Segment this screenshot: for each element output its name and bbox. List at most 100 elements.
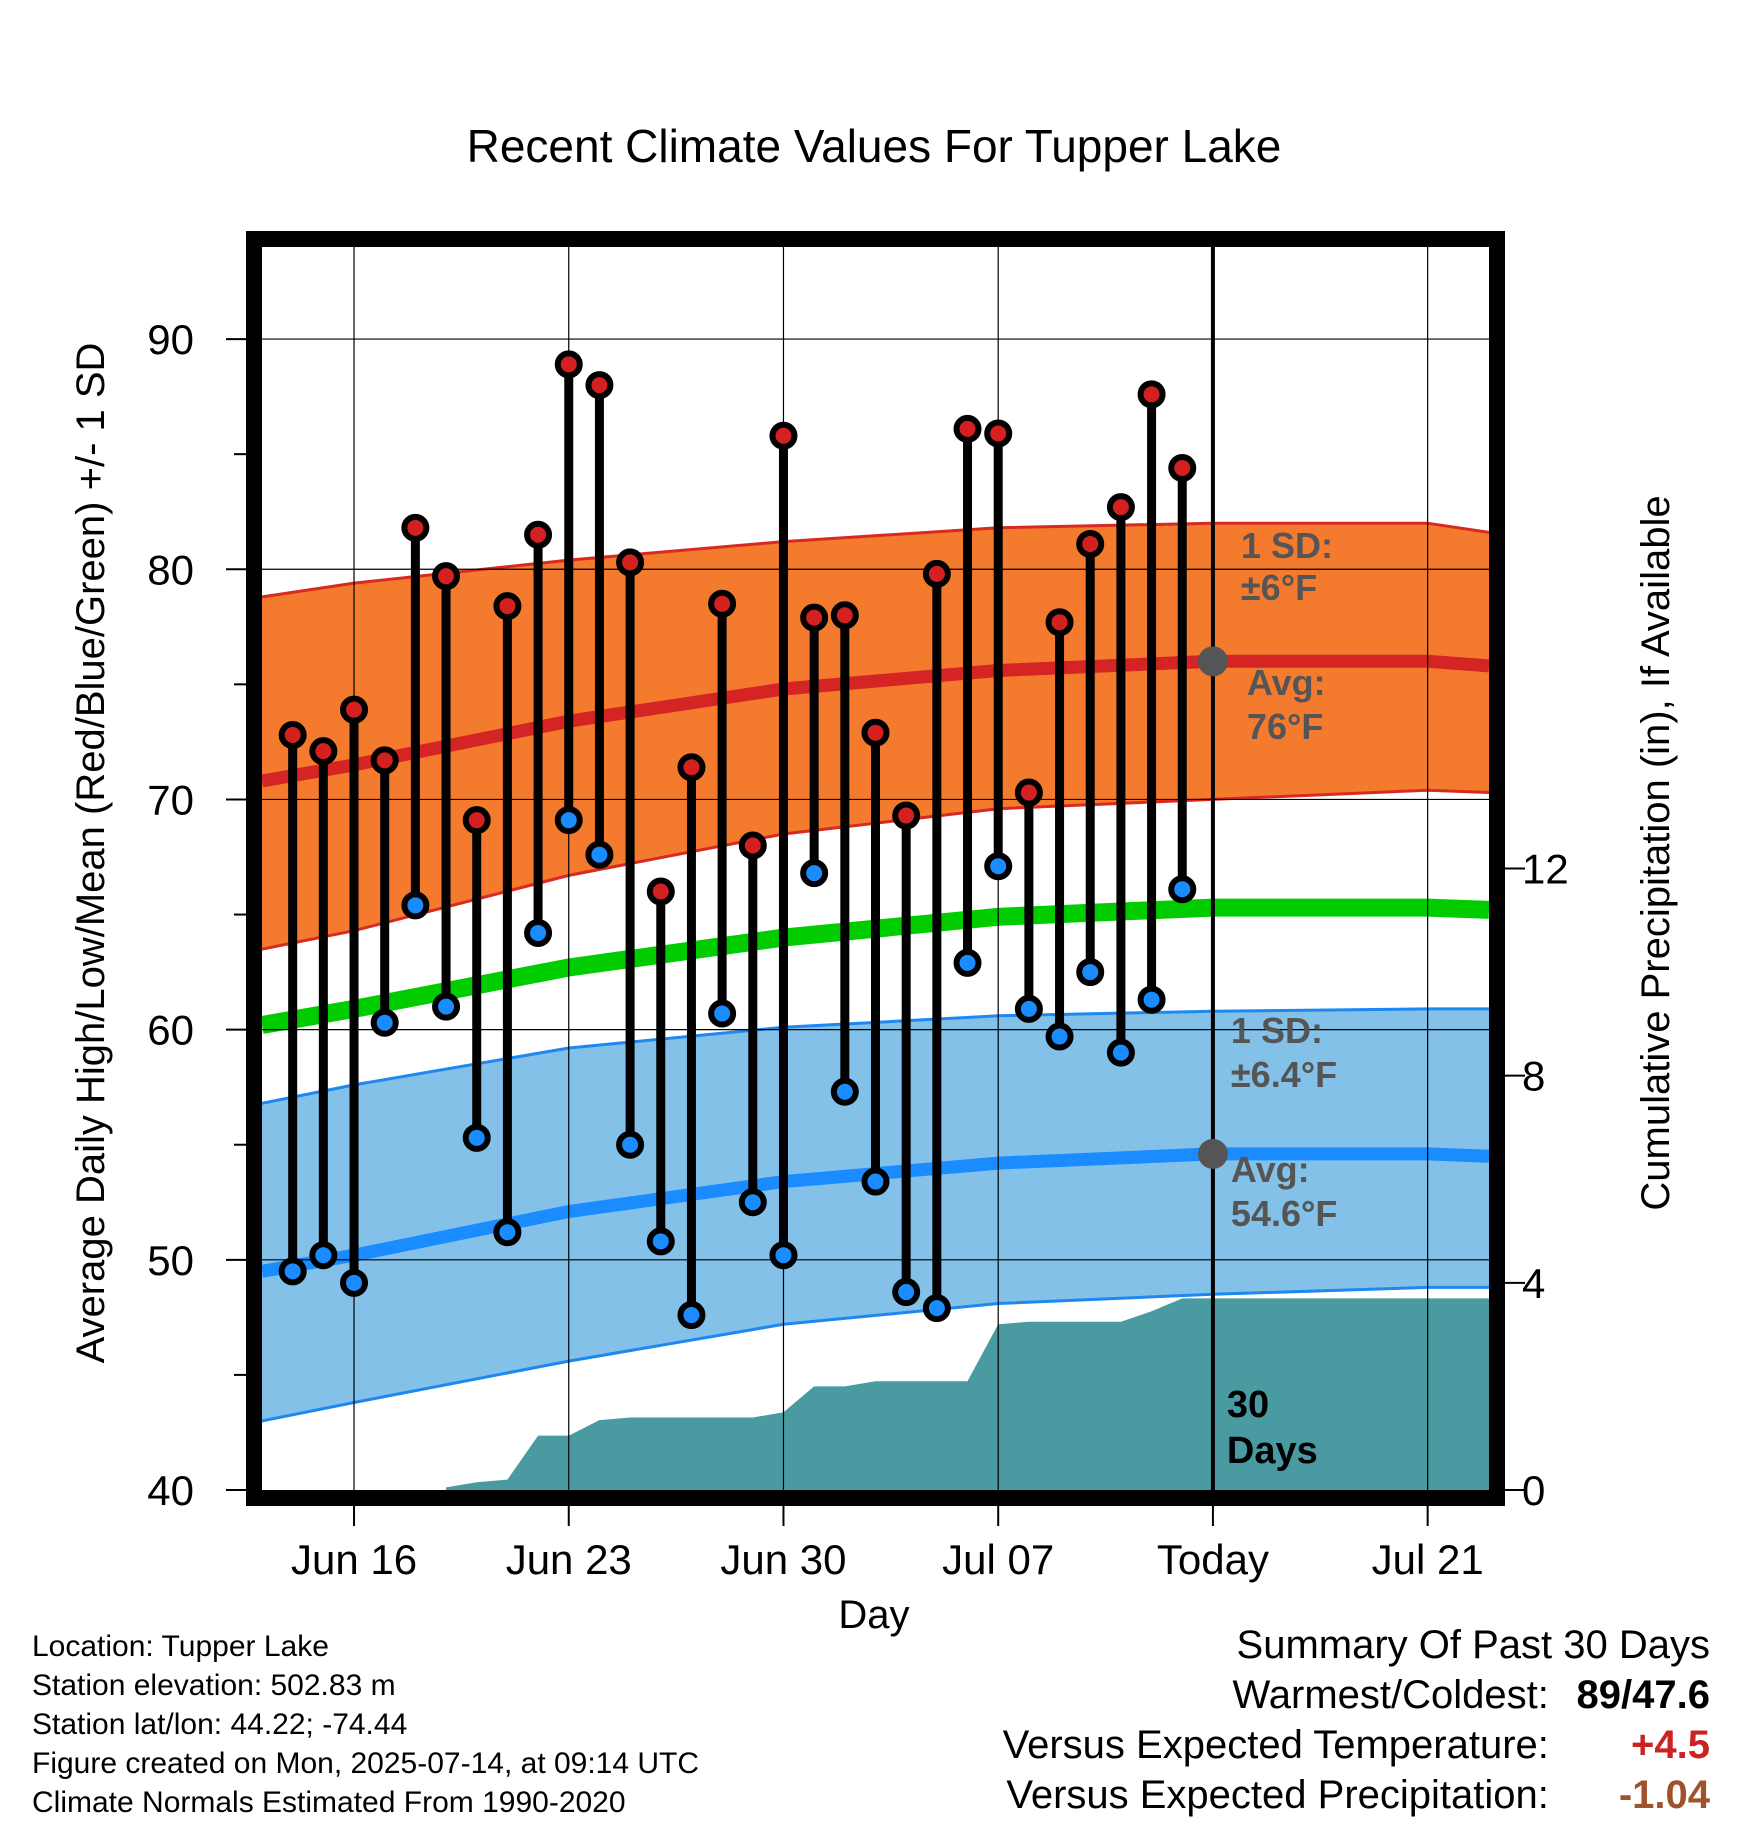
low-point <box>309 1241 338 1270</box>
high-point <box>953 414 982 443</box>
y-left-tick-label: 60 <box>147 1007 194 1054</box>
x-axis-label: Day <box>838 1593 909 1637</box>
low-point <box>1106 1038 1135 1067</box>
low-point <box>554 806 583 835</box>
high-avg-label: Avg: <box>1247 662 1326 703</box>
precip-departure-row: Versus Expected Precipitation: -1.04 <box>1003 1770 1710 1820</box>
high-point <box>1168 453 1197 482</box>
high-point <box>616 548 645 577</box>
x-tick-label: Jun 16 <box>291 1536 417 1583</box>
plot-area: 40 50 60 70 80 90 0 4 8 12 Jun 16 Jun 23 Jun 30 Jul 0… <box>147 231 1569 1583</box>
high-point <box>462 806 491 835</box>
y-left-tick-label: 80 <box>147 546 194 593</box>
plot-frame <box>246 231 1505 1506</box>
normal-mean-line <box>262 898 1489 1034</box>
low-point <box>432 992 461 1021</box>
high-point <box>892 801 921 830</box>
y-axis-label-left: Average Daily High/Low/Mean (Red/Blue/Gr… <box>69 343 113 1364</box>
x-tick-label: Jul 07 <box>942 1536 1054 1583</box>
high-point <box>738 831 767 860</box>
low-point <box>984 852 1013 881</box>
low-point <box>340 1268 369 1297</box>
high-point <box>922 559 951 588</box>
high-point <box>432 562 461 591</box>
low-point <box>646 1227 675 1256</box>
high-point <box>646 877 675 906</box>
high-point <box>800 603 829 632</box>
low-point <box>830 1077 859 1106</box>
high-point <box>585 371 614 400</box>
station-info: Location: Tupper Lake Station elevation:… <box>32 1627 699 1822</box>
high-sd-value: ±6°F <box>1241 567 1317 608</box>
low-point <box>1076 958 1105 987</box>
elevation-text: Station elevation: 502.83 m <box>32 1669 396 1702</box>
plot-inner <box>262 247 1489 1490</box>
warmest-coldest-value: 89/47.6 <box>1576 1673 1710 1717</box>
low-point <box>462 1123 491 1152</box>
high-point <box>677 753 706 782</box>
high-point <box>340 695 369 724</box>
low-point <box>861 1167 890 1196</box>
temp-departure-label: Versus Expected Temperature: <box>1002 1723 1549 1767</box>
today-low-avg-marker <box>1197 1138 1228 1169</box>
low-point <box>953 948 982 977</box>
precip-departure-label: Versus Expected Precipitation: <box>1006 1773 1549 1817</box>
today-high-avg-marker <box>1197 646 1228 677</box>
x-tick-label: Today <box>1157 1536 1269 1583</box>
y-left-tick-label: 50 <box>147 1237 194 1284</box>
low-point <box>616 1130 645 1159</box>
low-point <box>524 918 553 947</box>
summary-heading: Summary Of Past 30 Days <box>1236 1623 1710 1667</box>
low-point <box>892 1278 921 1307</box>
high-point <box>524 520 553 549</box>
low-sd-upper-line <box>262 1007 1489 1105</box>
high-sd-upper-line <box>262 521 1489 599</box>
y-right-tick-label: 8 <box>1522 1053 1545 1100</box>
high-point <box>830 601 859 630</box>
high-point <box>278 720 307 749</box>
normal-low-line <box>262 1147 1489 1278</box>
temp-departure-row: Versus Expected Temperature: +4.5 <box>1003 1720 1710 1770</box>
latlon-text: Station lat/lon: 44.22; -74.44 <box>32 1708 408 1741</box>
low-point <box>370 1008 399 1037</box>
low-point <box>585 840 614 869</box>
high-point <box>861 718 890 747</box>
low-point <box>769 1241 798 1270</box>
low-point <box>1137 985 1166 1014</box>
high-point <box>370 746 399 775</box>
low-avg-label: Avg: <box>1231 1149 1310 1190</box>
x-tick-label: Jul 21 <box>1372 1536 1484 1583</box>
warmest-coldest-row: Warmest/Coldest: 89/47.6 <box>1003 1670 1711 1720</box>
y-right-tick-label: 0 <box>1522 1467 1545 1514</box>
low-sd-lower-line <box>262 1285 1489 1423</box>
high-point <box>1106 493 1135 522</box>
high-point <box>493 592 522 621</box>
low-point <box>738 1188 767 1217</box>
low-point <box>1045 1022 1074 1051</box>
high-point <box>984 419 1013 448</box>
low-point <box>1168 875 1197 904</box>
y-left-tick-label: 40 <box>147 1467 194 1514</box>
low-point <box>278 1257 307 1286</box>
created-text: Figure created on Mon, 2025-07-14, at 09… <box>32 1747 700 1780</box>
y-right-tick-label: 12 <box>1522 846 1569 893</box>
high-avg-value: 76°F <box>1247 706 1323 747</box>
days-label-number: 30 <box>1227 1384 1269 1426</box>
chart-title: Recent Climate Values For Tupper Lake <box>467 120 1282 172</box>
x-tick-label: Jun 30 <box>720 1536 846 1583</box>
days-label-text: Days <box>1227 1430 1318 1472</box>
y-right-tick-label: 4 <box>1522 1260 1545 1307</box>
temp-departure-value: +4.5 <box>1631 1723 1710 1767</box>
low-point <box>922 1294 951 1323</box>
normals-text: Climate Normals Estimated From 1990-2020 <box>32 1786 626 1819</box>
high-point <box>1137 380 1166 409</box>
low-sd-label: 1 SD: <box>1231 1010 1323 1051</box>
warmest-coldest-label: Warmest/Coldest: <box>1232 1673 1549 1717</box>
y-left-tick-label: 90 <box>147 316 194 363</box>
high-point <box>309 737 338 766</box>
low-point <box>401 891 430 920</box>
low-point <box>800 859 829 888</box>
high-point <box>1045 608 1074 637</box>
summary-panel: Summary Of Past 30 Days Warmest/Coldest:… <box>1003 1620 1710 1820</box>
